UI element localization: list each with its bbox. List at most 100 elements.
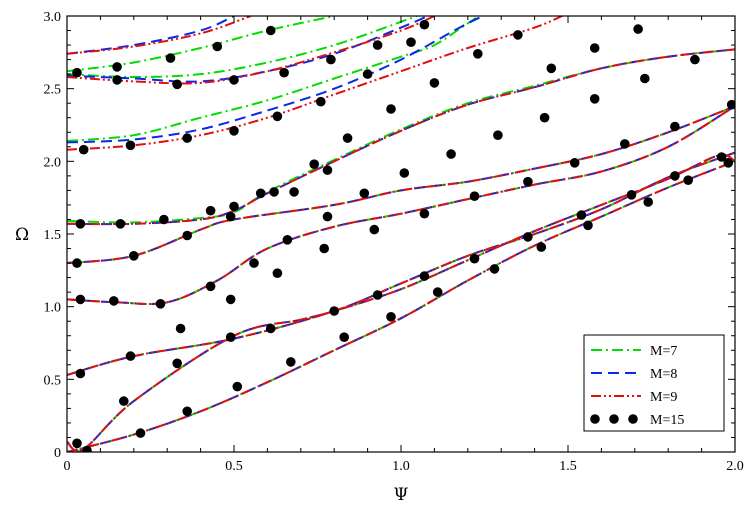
- series-m9-curve-9: [67, 16, 252, 55]
- series-m15-point-75: [473, 49, 483, 59]
- series-m15-point-35: [369, 224, 380, 235]
- series-m15-point-48: [282, 235, 293, 245]
- series-m15-point-73: [386, 104, 396, 114]
- series-m15-point-90: [172, 79, 182, 90]
- series-m15-point-92: [279, 67, 289, 78]
- series-m15-point-97: [165, 53, 176, 63]
- series-m15-point-37: [469, 191, 480, 201]
- series-m15-point-93: [326, 54, 336, 65]
- series-m15-point-38: [523, 176, 533, 187]
- series-m15-point-54: [539, 112, 550, 123]
- series-m15-point-30: [125, 351, 136, 361]
- series-m9-curve-5: [67, 105, 735, 265]
- x-tick-label: 1.5: [559, 459, 577, 474]
- x-tick-label: 0.5: [225, 459, 243, 474]
- series-m15-point-89: [112, 75, 122, 85]
- series-m15-point-83: [362, 69, 373, 79]
- y-tick-label: 0: [54, 446, 61, 461]
- series-m15-point-25: [576, 210, 587, 220]
- y-tick-label: 1.0: [44, 301, 62, 316]
- series-m15-point-12: [583, 220, 593, 231]
- x-tick-label: 0: [64, 459, 71, 474]
- x-axis-label: Ψ: [394, 485, 409, 505]
- series-m15-point-76: [513, 30, 523, 40]
- series-m15-point-3: [135, 428, 146, 438]
- series-m15-point-62: [255, 188, 266, 199]
- series-m15-point-26: [626, 190, 637, 200]
- series-m15-point-34: [319, 243, 330, 254]
- y-tick-label: 3.0: [44, 10, 62, 25]
- series-m15-point-98: [212, 41, 223, 52]
- series-m15-point-20: [329, 306, 340, 316]
- series-m15-point-23: [469, 253, 480, 264]
- series-m7-curve-5: [67, 105, 735, 265]
- legend-label-m15: M=15: [650, 413, 684, 428]
- series-m15-point-99: [265, 25, 276, 36]
- series-m15-point-29: [75, 368, 86, 379]
- series-m15-point-88: [72, 67, 82, 78]
- series-m15-point-17: [172, 358, 182, 369]
- series-m15-point-65: [75, 219, 86, 229]
- series-m15-point-68: [205, 205, 216, 216]
- series-m15-point-46: [205, 281, 216, 292]
- series-m15-point-43: [75, 294, 86, 305]
- series-m9-curve-6: [67, 48, 735, 226]
- series-m15-point-80: [229, 126, 239, 136]
- series-m15-point-56: [640, 73, 650, 84]
- series-m15-point-87: [633, 24, 643, 34]
- series-m15-point-79: [182, 133, 192, 143]
- legend-label-m8: M=8: [650, 367, 677, 382]
- series-m8-curve-8: [67, 16, 431, 83]
- series-m15-point-85: [546, 63, 557, 74]
- series-m15-point-69: [229, 201, 239, 212]
- series-m7-curve-4: [67, 105, 735, 306]
- series-m15-point-13: [643, 197, 653, 207]
- series-m9-curve-1: [67, 160, 735, 452]
- series-m15-point-71: [309, 159, 320, 169]
- series-m15-point-7: [339, 332, 350, 343]
- series-m15-point-77: [78, 144, 89, 155]
- series-m8-curve-3: [67, 151, 735, 376]
- series-m8-curve-7: [67, 16, 486, 144]
- series-m15-point-55: [589, 94, 600, 104]
- series-m15-point-40: [620, 139, 630, 149]
- legend-label-m7: M=7: [650, 344, 677, 359]
- series-m15-point-60: [182, 230, 192, 241]
- series-m9-curve-8: [67, 16, 435, 85]
- y-tick-label: 2.5: [44, 83, 62, 98]
- series-m15-point-95: [419, 19, 430, 30]
- series-m15-point-8: [386, 312, 396, 322]
- series-m15-point-2: [82, 445, 92, 452]
- series-m15-point-74: [429, 78, 440, 88]
- legend-marker-m15: [590, 414, 600, 424]
- series-m15-point-51: [399, 168, 410, 178]
- series-m15-point-78: [125, 140, 136, 151]
- x-tick-label: 2.0: [726, 459, 744, 474]
- series-m15-point-10: [489, 264, 500, 274]
- series-m15-point-4: [182, 406, 192, 417]
- series-m9-curve-7: [67, 16, 565, 151]
- series-m15-point-94: [372, 40, 383, 50]
- series-m15-point-14: [683, 175, 693, 185]
- series-m15-point-96: [112, 62, 122, 72]
- series-m15-point-9: [432, 287, 443, 297]
- series-m15-point-58: [72, 258, 82, 268]
- series-m8-curve-1: [67, 160, 735, 452]
- series-m15-point-39: [569, 158, 580, 168]
- legend-marker-m15: [609, 414, 619, 424]
- series-m15-point-44: [109, 296, 119, 306]
- series-m15-point-63: [289, 187, 299, 197]
- series-m15-point-5: [232, 381, 243, 392]
- series-m8-curve-4: [67, 105, 735, 306]
- series-m15-point-57: [690, 54, 700, 65]
- series-m15-point-91: [229, 75, 239, 85]
- y-axis-label: Ω: [15, 225, 29, 245]
- series-m15-point-31: [175, 323, 186, 334]
- series-m15-point-19: [265, 323, 276, 334]
- series-m15-point-64: [322, 165, 333, 175]
- series-m15-point-22: [419, 271, 430, 281]
- series-m15-point-86: [589, 43, 600, 53]
- series-m15-point-15: [723, 158, 734, 168]
- series-m15-point-72: [342, 133, 353, 143]
